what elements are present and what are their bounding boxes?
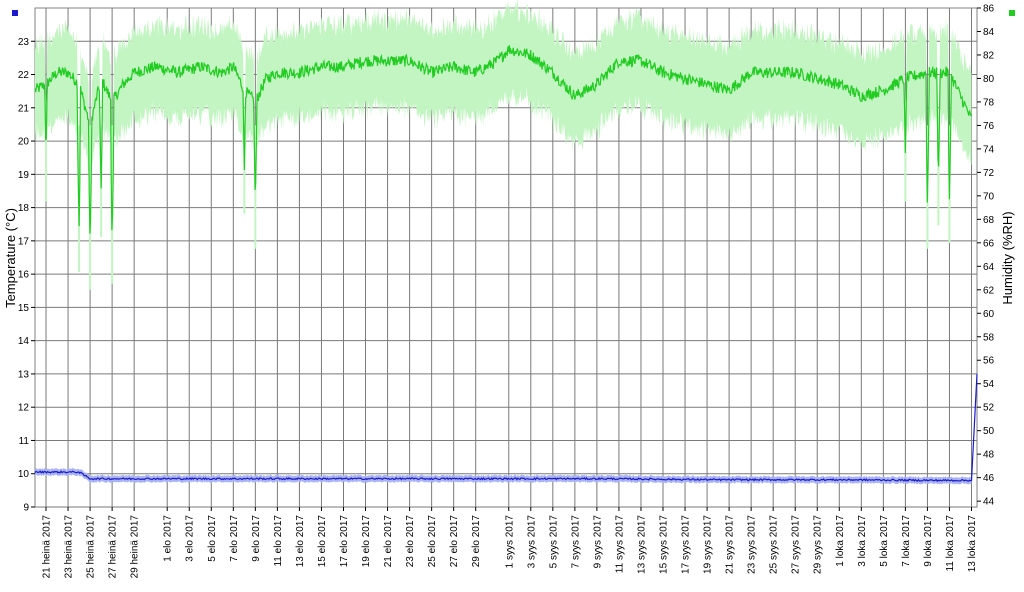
- left-tick-label: 23: [18, 37, 30, 48]
- x-tick-label: 23 elo 2017: [405, 515, 416, 568]
- left-tick-label: 12: [18, 403, 30, 414]
- left-axis-title: Temperature (°C): [3, 208, 18, 308]
- x-tick-label: 15 syys 2017: [659, 515, 670, 574]
- x-tick-label: 7 syys 2017: [570, 515, 581, 569]
- x-tick-label: 7 loka 2017: [901, 515, 912, 567]
- humidity-legend-marker: [1009, 10, 1015, 16]
- right-tick-label: 56: [983, 356, 995, 367]
- x-tick-label: 21 heinä 2017: [42, 515, 53, 579]
- x-tick-label: 25 elo 2017: [427, 515, 438, 568]
- x-tick-label: 25 syys 2017: [769, 515, 780, 574]
- x-tick-label: 29 heinä 2017: [130, 515, 141, 579]
- temperature-line: [34, 373, 978, 483]
- x-tick-label: 1 elo 2017: [163, 515, 174, 562]
- left-tick-label: 17: [18, 236, 30, 247]
- right-tick-label: 72: [983, 168, 995, 179]
- right-tick-label: 84: [983, 27, 995, 38]
- x-tick-label: 17 syys 2017: [681, 515, 692, 574]
- x-tick-label: 27 elo 2017: [449, 515, 460, 568]
- x-tick-label: 19 elo 2017: [361, 515, 372, 568]
- x-tick-label: 11 elo 2017: [273, 515, 284, 567]
- x-tick-label: 17 elo 2017: [339, 515, 350, 568]
- left-tick-label: 9: [23, 503, 29, 514]
- x-tick-label: 3 syys 2017: [526, 515, 537, 569]
- right-tick-label: 70: [983, 191, 995, 202]
- right-tick-label: 54: [983, 379, 995, 390]
- x-tick-label: 5 elo 2017: [207, 515, 218, 562]
- x-tick-label: 29 syys 2017: [813, 515, 824, 574]
- right-tick-label: 62: [983, 285, 995, 296]
- right-tick-label: 74: [983, 144, 995, 155]
- left-tick-label: 13: [18, 369, 30, 380]
- x-tick-label: 9 syys 2017: [592, 515, 603, 569]
- x-tick-label: 21 elo 2017: [383, 515, 394, 568]
- x-axis-ticks: 21 heinä 2017 23 heinä 2017 25 heinä 2017 2…: [42, 507, 978, 579]
- left-tick-label: 15: [18, 303, 30, 314]
- x-tick-label: 9 loka 2017: [923, 515, 934, 567]
- left-axis-ticks: 9 10 11 12 13 14 15 16 17 18 19 20 21 22 23: [18, 37, 35, 514]
- right-axis-ticks: 44 46 48 50 52 54 56 58 60 62 64 66 68 70 72 74 76 78 80 82…: [977, 4, 995, 508]
- right-axis-title: Humidity (%RH): [1000, 211, 1015, 304]
- x-tick-label: 29 elo 2017: [471, 515, 482, 568]
- x-tick-label: 11 syys 2017: [614, 515, 625, 574]
- humidity-line-group: [34, 45, 973, 234]
- right-tick-label: 60: [983, 309, 995, 320]
- humidity-band: [35, 0, 972, 277]
- x-tick-label: 27 syys 2017: [791, 515, 802, 574]
- x-tick-label: 9 elo 2017: [251, 515, 262, 562]
- x-tick-label: 5 syys 2017: [548, 515, 559, 569]
- right-tick-label: 48: [983, 450, 995, 461]
- humidity-line: [34, 45, 973, 234]
- right-tick-label: 50: [983, 426, 995, 437]
- temperature-line-group: [34, 373, 978, 483]
- x-tick-label: 5 loka 2017: [879, 515, 890, 567]
- right-tick-label: 80: [983, 74, 995, 85]
- right-tick-label: 58: [983, 332, 995, 343]
- right-tick-label: 82: [983, 50, 995, 61]
- x-tick-label: 25 heinä 2017: [86, 515, 97, 579]
- left-tick-label: 21: [18, 103, 30, 114]
- left-tick-label: 18: [18, 203, 30, 214]
- temperature-range-band: [35, 467, 972, 485]
- x-tick-label: 27 heinä 2017: [108, 515, 119, 579]
- x-tick-label: 3 elo 2017: [185, 515, 196, 562]
- x-tick-label: 13 loka 2017: [967, 515, 978, 573]
- temperature-legend-marker: [12, 10, 18, 16]
- left-tick-label: 11: [19, 436, 30, 447]
- x-tick-label: 1 loka 2017: [835, 515, 846, 567]
- right-tick-label: 64: [983, 262, 995, 273]
- x-tick-label: 23 syys 2017: [747, 515, 758, 574]
- x-tick-label: 1 syys 2017: [504, 515, 515, 569]
- left-tick-label: 16: [18, 270, 30, 281]
- temperature-band: [35, 467, 972, 485]
- left-tick-label: 20: [18, 137, 30, 148]
- left-tick-label: 14: [18, 336, 30, 347]
- left-tick-label: 22: [18, 70, 30, 81]
- right-tick-label: 44: [983, 497, 995, 508]
- x-tick-label: 23 heinä 2017: [64, 515, 75, 579]
- right-tick-label: 68: [983, 215, 995, 226]
- x-tick-label: 15 elo 2017: [317, 515, 328, 568]
- right-tick-label: 46: [983, 473, 995, 484]
- left-tick-label: 19: [18, 170, 30, 181]
- x-tick-label: 21 syys 2017: [725, 515, 736, 574]
- x-tick-label: 11 loka 2017: [945, 515, 956, 572]
- right-tick-label: 76: [983, 121, 995, 132]
- right-tick-label: 66: [983, 238, 995, 249]
- x-tick-label: 7 elo 2017: [229, 515, 240, 562]
- x-tick-label: 19 syys 2017: [703, 515, 714, 574]
- x-tick-label: 3 loka 2017: [857, 515, 868, 567]
- x-tick-label: 13 syys 2017: [637, 515, 648, 574]
- left-tick-label: 10: [18, 469, 30, 480]
- right-tick-label: 78: [983, 97, 995, 108]
- right-tick-label: 52: [983, 403, 995, 414]
- right-tick-label: 86: [983, 4, 995, 15]
- x-tick-label: 13 elo 2017: [295, 515, 306, 568]
